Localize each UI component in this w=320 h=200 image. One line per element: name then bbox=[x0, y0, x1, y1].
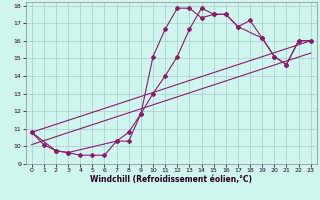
X-axis label: Windchill (Refroidissement éolien,°C): Windchill (Refroidissement éolien,°C) bbox=[90, 175, 252, 184]
